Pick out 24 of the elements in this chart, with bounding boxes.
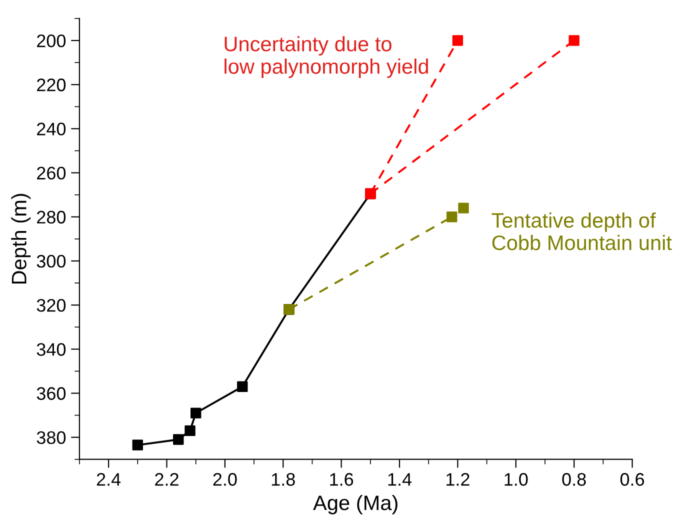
- y-tick-label: 200: [37, 34, 66, 48]
- annotation: Uncertainty due to low palynomorph yield: [224, 36, 428, 78]
- y-tick-label: 220: [37, 78, 66, 92]
- x-tick-label: 0.8: [562, 473, 586, 486]
- x-tick-label: 2.2: [155, 473, 178, 486]
- y-tick-label: 240: [37, 122, 66, 136]
- y-tick-label: 380: [36, 431, 66, 444]
- x-tick-label: 1.8: [272, 473, 295, 486]
- y-tick-label: 320: [36, 298, 66, 312]
- y-tick-label: 360: [36, 387, 66, 400]
- annotation: Tentative depth of Cobb Mountain unit: [492, 212, 672, 250]
- y-tick-label: 280: [37, 210, 66, 224]
- x-tick-label: 1.4: [388, 473, 412, 486]
- x-tick-label: 1.6: [330, 473, 354, 486]
- x-tick-label: 1.2: [446, 473, 470, 486]
- y-tick-label: 300: [36, 254, 66, 268]
- x-tick-label: 2.4: [96, 473, 121, 486]
- x-tick-label: 1.0: [504, 473, 528, 486]
- x-tick-label: 0.6: [620, 473, 644, 486]
- y-axis-title: Depth (m): [11, 194, 31, 284]
- y-tick-label: 260: [37, 166, 66, 180]
- y-tick-label: 340: [36, 343, 66, 356]
- x-tick-label: 2.0: [213, 473, 237, 486]
- x-axis-title: Age (Ma): [313, 494, 398, 514]
